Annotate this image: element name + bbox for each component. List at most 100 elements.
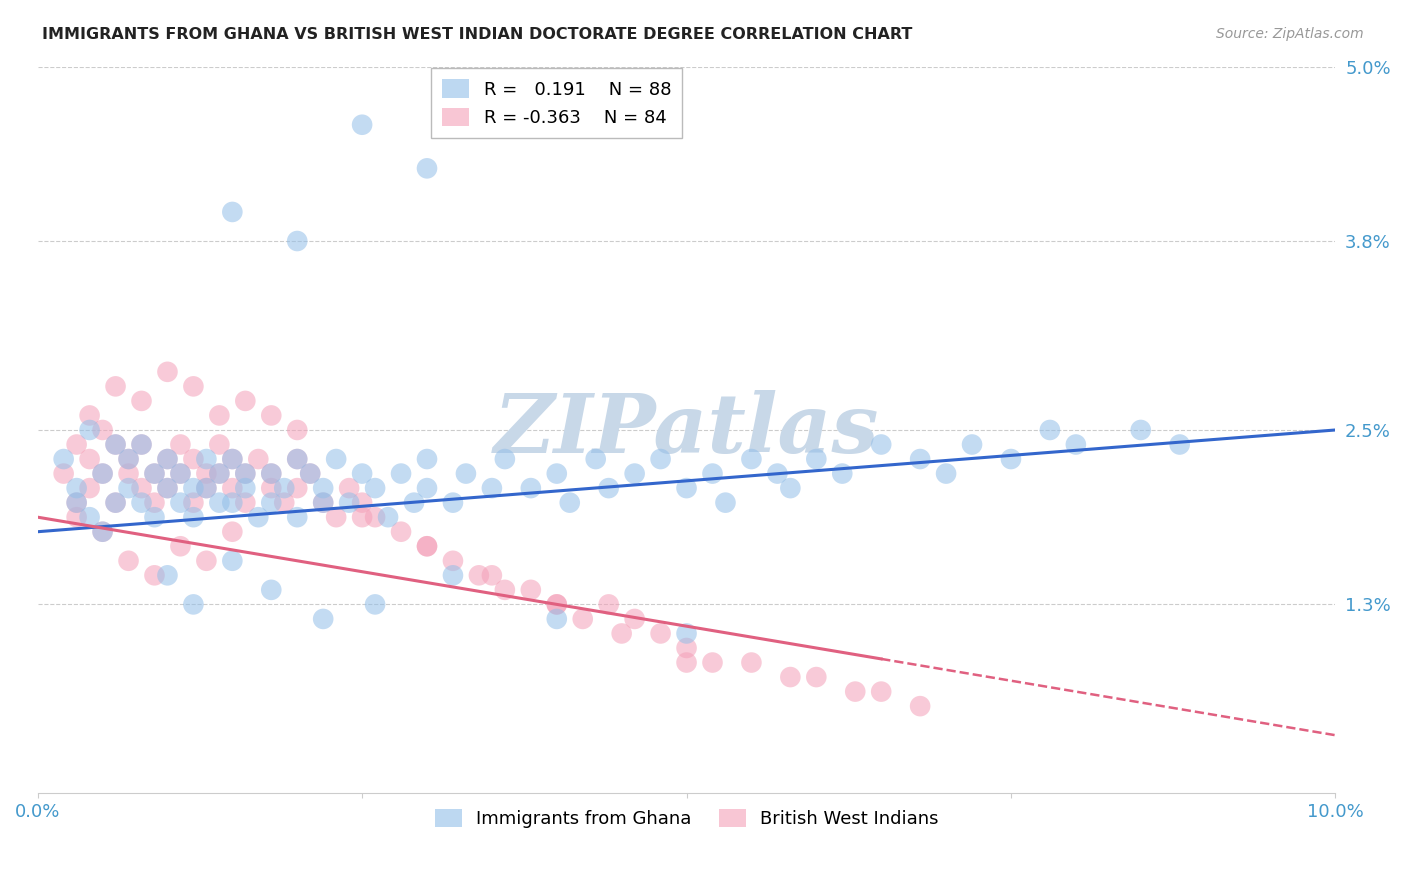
Point — [260, 467, 283, 481]
Point — [908, 699, 931, 714]
Point — [91, 467, 114, 481]
Point — [221, 205, 243, 219]
Point — [131, 481, 153, 495]
Point — [468, 568, 491, 582]
Point — [169, 467, 191, 481]
Point — [285, 423, 308, 437]
Point — [546, 467, 568, 481]
Point — [131, 437, 153, 451]
Point — [183, 598, 205, 612]
Point — [337, 481, 360, 495]
Point — [494, 452, 516, 467]
Point — [364, 510, 387, 524]
Point — [312, 612, 335, 626]
Point — [221, 554, 243, 568]
Point — [352, 496, 374, 510]
Point — [558, 496, 581, 510]
Point — [908, 452, 931, 467]
Point — [247, 510, 270, 524]
Point — [221, 496, 243, 510]
Point — [156, 452, 179, 467]
Point — [104, 379, 127, 393]
Point — [1168, 437, 1191, 451]
Point — [870, 684, 893, 698]
Point — [208, 467, 231, 481]
Point — [79, 510, 101, 524]
Point — [221, 452, 243, 467]
Point — [441, 554, 464, 568]
Point — [183, 452, 205, 467]
Point — [806, 452, 828, 467]
Point — [441, 568, 464, 582]
Point — [233, 481, 256, 495]
Point — [377, 510, 399, 524]
Point — [65, 481, 87, 495]
Point — [52, 452, 75, 467]
Point — [285, 481, 308, 495]
Point — [169, 496, 191, 510]
Point — [156, 452, 179, 467]
Point — [131, 496, 153, 510]
Point — [208, 437, 231, 451]
Point — [117, 481, 139, 495]
Point — [195, 467, 218, 481]
Point — [156, 568, 179, 582]
Point — [806, 670, 828, 684]
Point — [156, 481, 179, 495]
Point — [481, 568, 503, 582]
Point — [91, 467, 114, 481]
Point — [169, 539, 191, 553]
Point — [143, 467, 166, 481]
Point — [65, 510, 87, 524]
Point — [1064, 437, 1087, 451]
Point — [260, 496, 283, 510]
Point — [156, 365, 179, 379]
Point — [79, 452, 101, 467]
Point — [65, 437, 87, 451]
Text: Source: ZipAtlas.com: Source: ZipAtlas.com — [1216, 27, 1364, 41]
Point — [273, 496, 295, 510]
Point — [325, 510, 347, 524]
Point — [143, 496, 166, 510]
Point — [156, 481, 179, 495]
Point — [935, 467, 957, 481]
Point — [183, 481, 205, 495]
Point — [260, 481, 283, 495]
Point — [675, 640, 697, 655]
Point — [91, 524, 114, 539]
Point — [183, 496, 205, 510]
Point — [571, 612, 593, 626]
Point — [285, 510, 308, 524]
Point — [714, 496, 737, 510]
Point — [143, 568, 166, 582]
Point — [312, 496, 335, 510]
Point — [312, 496, 335, 510]
Point — [169, 467, 191, 481]
Point — [233, 496, 256, 510]
Point — [352, 118, 374, 132]
Point — [494, 582, 516, 597]
Point — [65, 496, 87, 510]
Point — [195, 452, 218, 467]
Point — [195, 481, 218, 495]
Point — [79, 409, 101, 423]
Point — [416, 539, 439, 553]
Point — [416, 452, 439, 467]
Point — [441, 496, 464, 510]
Point — [1000, 452, 1022, 467]
Point — [195, 481, 218, 495]
Point — [260, 409, 283, 423]
Point — [337, 496, 360, 510]
Point — [285, 452, 308, 467]
Text: ZIPatlas: ZIPatlas — [494, 390, 879, 470]
Point — [233, 467, 256, 481]
Point — [104, 496, 127, 510]
Point — [285, 234, 308, 248]
Point — [416, 539, 439, 553]
Point — [79, 481, 101, 495]
Point — [208, 409, 231, 423]
Point — [247, 452, 270, 467]
Point — [117, 554, 139, 568]
Point — [546, 612, 568, 626]
Point — [740, 656, 762, 670]
